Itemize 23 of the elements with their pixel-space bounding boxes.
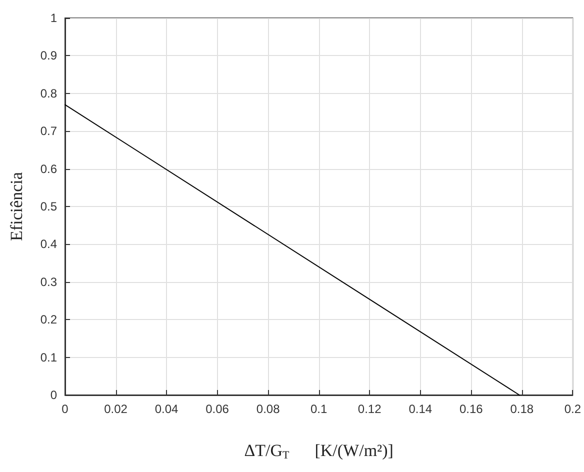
x-tick-label: 0.02 [104,402,128,416]
x-tick-label: 0.1 [310,402,328,416]
y-tick-label: 0.6 [40,162,58,176]
y-tick-label: 0.7 [40,124,58,138]
x-tick-label: 0.08 [256,402,280,416]
y-tick-label: 0.2 [40,312,58,327]
y-tick-label: 0.8 [40,86,58,100]
y-tick-label: 0.9 [40,48,58,63]
y-tick-label: 0.3 [40,274,58,289]
y-tick-label: 0 [50,388,58,402]
x-tick-label: 0.04 [154,402,179,416]
x-tick-label: 0.06 [206,402,230,416]
x-tick-label: 0 [62,402,69,416]
x-tick-label: 0.12 [358,402,382,416]
y-tick-label: 0.5 [40,200,58,214]
y-axis-title: Eficiência [7,172,26,241]
y-tick-label: 1 [50,11,58,25]
x-tick-label: 0.2 [564,402,582,416]
x-tick-label: 0.18 [510,402,534,416]
x-tick-label: 0.16 [459,402,484,416]
y-tick-label: 0.4 [40,237,58,252]
y-tick-label: 0.1 [40,350,58,364]
x-tick-label: 0.14 [408,402,432,416]
